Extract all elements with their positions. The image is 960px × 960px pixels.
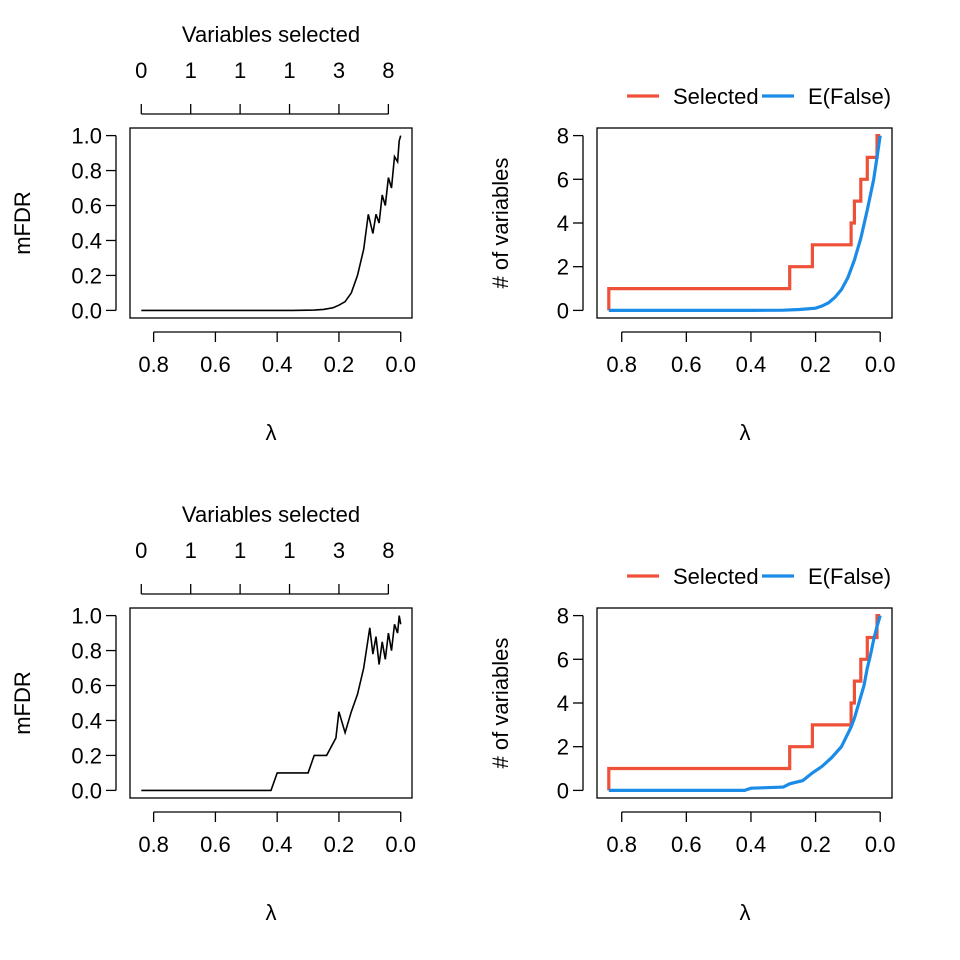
plot-frame <box>129 607 413 799</box>
top-axis-title: Variables selected <box>182 22 360 47</box>
y-tick-label: 0.4 <box>71 708 102 733</box>
y-tick-label: 0.6 <box>71 674 102 699</box>
x-axis-title: λ <box>740 900 751 925</box>
x-axis: 0.8 0.6 0.4 0.2 0.0 <box>138 811 416 857</box>
x-axis: 0.8 0.6 0.4 0.2 0.0 <box>606 331 896 377</box>
legend-label-selected: Selected <box>673 84 759 109</box>
x-tick-label: 0.6 <box>671 352 702 377</box>
y-tick-label: 0 <box>557 778 569 803</box>
top-tick-label: 8 <box>382 538 394 563</box>
series-line-mfdr <box>141 615 402 792</box>
x-axis: 0.8 0.6 0.4 0.2 0.0 <box>606 811 896 857</box>
top-tick-label: 0 <box>135 58 147 83</box>
y-axis-title: # of variables <box>488 638 513 769</box>
y-tick-label: 2 <box>557 735 569 760</box>
y-axis-title: # of variables <box>488 158 513 289</box>
x-tick-label: 0.0 <box>865 832 896 857</box>
y-axis: 0.0 0.2 0.4 0.6 0.8 1.0 <box>71 124 117 323</box>
top-tick-label: 8 <box>382 58 394 83</box>
y-tick-label: 0.4 <box>71 228 102 253</box>
x-tick-label: 0.8 <box>138 352 169 377</box>
y-tick-label: 2 <box>557 255 569 280</box>
top-tick-label: 1 <box>234 58 246 83</box>
y-tick-label: 4 <box>557 211 569 236</box>
x-tick-label: 0.2 <box>800 832 831 857</box>
x-tick-label: 0.4 <box>262 352 293 377</box>
y-tick-label: 8 <box>557 604 569 629</box>
y-tick-label: 1.0 <box>71 124 102 149</box>
legend-label-efalse: E(False) <box>808 84 891 109</box>
y-tick-label: 0.0 <box>71 778 102 803</box>
y-axis-title: mFDR <box>10 671 35 735</box>
top-tick-label: 0 <box>135 538 147 563</box>
top-tick-label: 1 <box>185 538 197 563</box>
plot-frame <box>596 607 893 799</box>
top-tick-label: 1 <box>185 58 197 83</box>
series-line-mfdr <box>141 135 402 312</box>
y-axis: 0.0 0.2 0.4 0.6 0.8 1.0 <box>71 604 117 803</box>
y-tick-label: 0.6 <box>71 194 102 219</box>
y-tick-label: 0.2 <box>71 263 102 288</box>
y-tick-label: 0.2 <box>71 743 102 768</box>
series-line-selected <box>607 613 881 791</box>
plot-frame <box>596 127 893 319</box>
x-tick-label: 0.2 <box>324 352 355 377</box>
x-tick-label: 0.4 <box>262 832 293 857</box>
x-axis-title: λ <box>266 420 277 445</box>
series-line-efalse <box>608 615 882 793</box>
x-axis: 0.8 0.6 0.4 0.2 0.0 <box>138 331 416 377</box>
y-tick-label: 4 <box>557 691 569 716</box>
x-tick-label: 0.6 <box>200 352 231 377</box>
y-tick-label: 0.0 <box>71 298 102 323</box>
y-tick-label: 1.0 <box>71 604 102 629</box>
x-tick-label: 0.6 <box>200 832 231 857</box>
x-tick-label: 0.8 <box>138 832 169 857</box>
x-tick-label: 0.6 <box>671 832 702 857</box>
top-tick-label: 3 <box>333 58 345 83</box>
y-axis: 0 2 4 6 8 <box>557 604 584 803</box>
plot-frame <box>129 127 413 319</box>
top-tick-label: 3 <box>333 538 345 563</box>
top-axis: 0 1 1 1 3 8 Variables selected <box>135 22 394 115</box>
legend: Selected E(False) <box>627 84 891 109</box>
y-tick-label: 0.8 <box>71 159 102 184</box>
top-tick-label: 1 <box>283 58 295 83</box>
x-tick-label: 0.8 <box>606 832 637 857</box>
y-tick-label: 6 <box>557 167 569 192</box>
x-tick-label: 0.0 <box>385 352 416 377</box>
x-axis-title: λ <box>740 420 751 445</box>
top-tick-label: 1 <box>283 538 295 563</box>
y-tick-label: 6 <box>557 647 569 672</box>
x-tick-label: 0.8 <box>606 352 637 377</box>
y-axis: 0 2 4 6 8 <box>557 124 584 323</box>
chart-panel-bottom-right: 0.8 0.6 0.4 0.2 0.0 0 2 4 6 8 λ # of variables Selec… <box>488 564 895 925</box>
top-axis: 0 1 1 1 3 8 Variables selected <box>135 502 394 595</box>
x-tick-label: 0.4 <box>736 832 767 857</box>
x-tick-label: 0.0 <box>385 832 416 857</box>
chart-panel-top-left: 0.8 0.6 0.4 0.2 0.0 0.0 0.2 0.4 0.6 0.8 1.0 λ mFDR 0 1… <box>10 22 416 445</box>
series-line-efalse <box>608 135 882 312</box>
chart-panel-top-right: 0.8 0.6 0.4 0.2 0.0 0 2 4 6 8 λ # of variables Selec… <box>488 84 895 445</box>
y-tick-label: 0 <box>557 298 569 323</box>
series-line-selected <box>607 134 881 311</box>
x-tick-label: 0.2 <box>324 832 355 857</box>
y-tick-label: 0.8 <box>71 639 102 664</box>
top-axis-title: Variables selected <box>182 502 360 527</box>
x-axis-title: λ <box>266 900 277 925</box>
y-tick-label: 8 <box>557 124 569 149</box>
legend-label-selected: Selected <box>673 564 759 589</box>
x-tick-label: 0.2 <box>800 352 831 377</box>
y-axis-title: mFDR <box>10 191 35 255</box>
chart-panel-bottom-left: 0.8 0.6 0.4 0.2 0.0 0.0 0.2 0.4 0.6 0.8 1.0 λ mFDR 0 1… <box>10 502 416 925</box>
top-tick-label: 1 <box>234 538 246 563</box>
legend-label-efalse: E(False) <box>808 564 891 589</box>
legend: Selected E(False) <box>627 564 891 589</box>
x-tick-label: 0.0 <box>865 352 896 377</box>
x-tick-label: 0.4 <box>736 352 767 377</box>
